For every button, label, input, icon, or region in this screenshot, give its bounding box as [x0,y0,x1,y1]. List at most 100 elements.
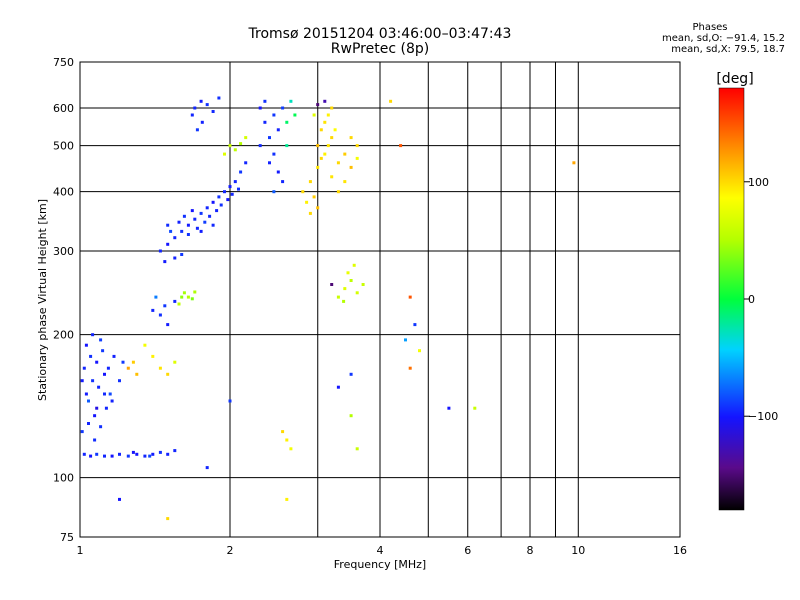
data-point [399,144,403,148]
data-point [190,297,194,301]
data-point [408,295,412,299]
data-point [228,399,232,403]
data-point [87,399,90,403]
data-point [199,229,203,233]
data-point [285,144,289,148]
colorbar-tick-labels: 100 0 −100 [744,176,778,423]
data-point [333,128,337,132]
data-point [103,392,106,396]
data-point [349,165,353,169]
data-point [193,217,197,221]
data-point [101,349,105,353]
data-point [199,99,203,103]
data-point [97,385,101,389]
y-tick-label: 600 [53,102,74,115]
data-point [217,195,221,199]
data-point [118,379,121,383]
data-point [211,200,215,204]
data-point [131,450,135,454]
data-point [89,454,93,458]
data-point [263,99,267,103]
data-point [211,223,215,227]
data-point [93,438,97,442]
data-point [106,366,110,370]
data-point [233,148,237,152]
data-point [151,354,155,358]
data-point [205,206,209,210]
data-point [237,187,240,191]
phase-stats: Phases mean, sd,O: −91.4, 15.2 mean, sd,… [595,22,785,55]
data-point [217,96,221,100]
data-point [143,454,147,458]
data-point [389,99,393,103]
x-tick-label: 10 [571,544,585,557]
data-point [355,144,359,148]
data-point [305,200,309,204]
y-tick-label: 500 [53,140,74,153]
data-point [285,497,289,501]
data-point [158,313,162,317]
data-point [154,295,158,299]
data-point [301,190,305,194]
data-point [166,517,170,521]
chart-title: Tromsø 20151204 03:46:00–03:47:43 [248,26,512,42]
data-point [110,399,114,403]
data-point [93,414,97,418]
data-point [163,304,167,308]
data-point [330,106,334,110]
data-point [349,279,353,282]
colorbar-tick-label: 0 [748,293,755,306]
data-point [215,209,219,213]
data-point [82,366,86,370]
data-point [173,449,177,453]
data-point [258,144,262,148]
data-point [177,220,181,224]
data-point [349,136,353,140]
data-point [336,385,340,389]
data-point [272,190,276,194]
data-point [308,211,312,215]
data-point [95,406,99,410]
chart-subtitle: RwPretec (8p) [330,41,430,57]
data-point [323,99,327,103]
data-point [323,120,327,124]
data-point [289,99,293,103]
data-point [91,379,95,383]
y-tick-label: 200 [53,329,74,342]
data-point [308,180,312,184]
x-tick-labels: 1 2 4 6 8 10 16 [77,544,688,557]
data-point [95,360,99,364]
data-point [205,103,209,107]
data-point [84,343,88,347]
phase-colorbar [718,87,745,511]
data-point [131,360,135,364]
data-point [158,366,162,370]
data-point [312,113,316,117]
data-point [166,242,170,246]
data-point [182,291,186,295]
data-point [103,454,106,458]
data-point [180,253,184,256]
data-point [186,233,190,236]
x-tick-label: 6 [464,544,471,557]
data-point [151,452,155,456]
data-point [121,360,125,364]
data-point [239,142,243,146]
data-point [166,323,170,327]
x-tick-label: 16 [673,544,687,557]
y-tick-labels: 75 100 200 300 400 500 600 750 [53,56,74,544]
data-point [336,295,340,299]
data-point [316,206,320,210]
data-point [319,128,323,132]
grid-lines [79,61,681,538]
data-points [80,96,576,521]
data-point [289,447,293,451]
data-point [173,236,177,240]
y-tick-label: 400 [53,186,74,199]
data-point [447,406,451,410]
data-point [193,290,197,294]
data-point [349,372,353,376]
data-point [118,452,121,456]
data-point [84,392,88,396]
data-point [118,497,121,501]
